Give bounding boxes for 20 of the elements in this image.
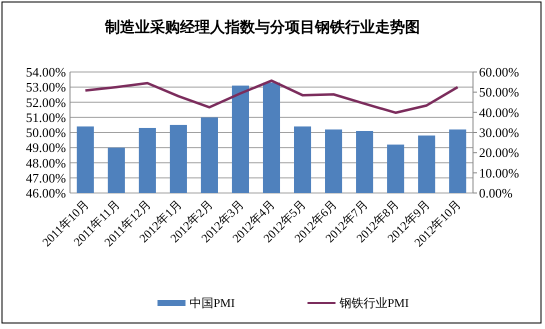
y-tick-label: 50.00% xyxy=(26,125,66,140)
y-tick-label: 48.00% xyxy=(26,155,66,170)
y-tick-label: 49.00% xyxy=(26,140,66,156)
legend-label: 钢铁行业PMI xyxy=(338,296,409,310)
y-tick-label: 53.00% xyxy=(26,80,66,95)
chart-title: 制造业采购经理人指数与分项目钢铁行业走势图 xyxy=(104,19,420,36)
y2-tick-label: 10.00% xyxy=(479,165,520,180)
legend-label: 中国PMI xyxy=(190,296,235,310)
y2-tick-label: 50.00% xyxy=(479,84,520,100)
y-tick-label: 52.00% xyxy=(26,94,66,110)
y2-tick-label: 30.00% xyxy=(479,125,520,140)
y2-tick-label: 20.00% xyxy=(479,145,520,160)
line-series xyxy=(84,79,459,114)
y2-tick-label: 40.00% xyxy=(479,104,520,120)
y2-tick-label: 60.00% xyxy=(479,64,520,80)
y-tick-label: 54.00% xyxy=(26,64,66,80)
y-tick-label: 46.00% xyxy=(26,186,66,201)
y2-tick-label: 0.00% xyxy=(479,186,513,201)
y-tick-label: 51.00% xyxy=(26,110,66,125)
y-tick-label: 47.00% xyxy=(26,170,66,186)
